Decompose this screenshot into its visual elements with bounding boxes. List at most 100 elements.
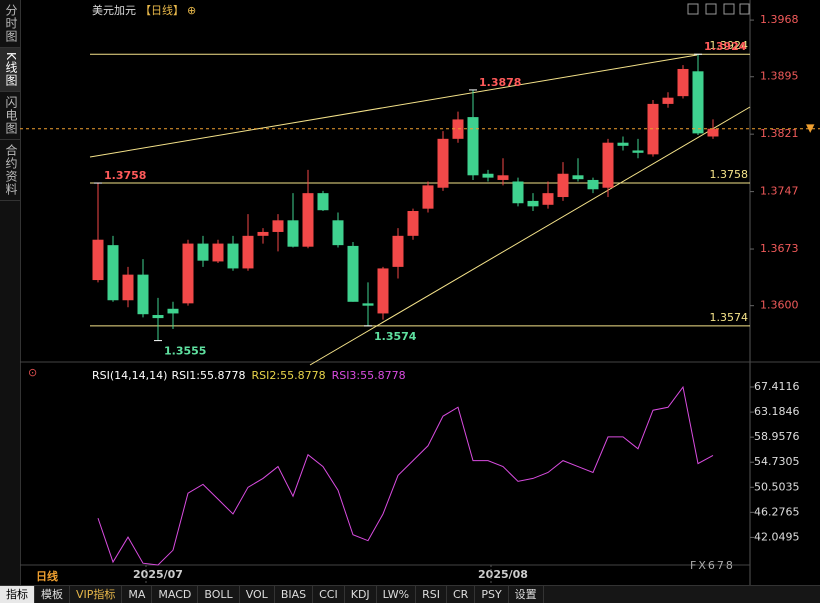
candle-body xyxy=(587,179,599,190)
toolbar-item[interactable]: RSI xyxy=(416,586,447,603)
period: 【日线】 xyxy=(140,3,184,17)
candle-body xyxy=(302,193,314,247)
trend-line xyxy=(89,54,698,158)
y-tick-label: 42.0495 xyxy=(754,530,800,543)
candle-body xyxy=(467,117,479,176)
level-label: 1.3574 xyxy=(710,311,749,324)
toolbar-item[interactable]: 设置 xyxy=(509,586,544,603)
candle-body xyxy=(692,71,704,134)
candle-body xyxy=(617,142,629,146)
last-price-marker: ▼ xyxy=(806,122,815,135)
toolbar-item[interactable]: BIAS xyxy=(275,586,314,603)
candle-body xyxy=(317,193,329,211)
toolbar-item[interactable]: 模板 xyxy=(35,586,70,603)
period-label[interactable]: 日线 xyxy=(36,569,58,583)
toolbar-item[interactable]: KDJ xyxy=(345,586,377,603)
candle-body xyxy=(167,308,179,314)
candle-body xyxy=(212,243,224,262)
toolbar-item[interactable]: BOLL xyxy=(198,586,240,603)
y-tick-label: 1.3673 xyxy=(760,242,799,255)
sidebar-tab[interactable]: 分时图 xyxy=(0,0,20,48)
add-icon[interactable]: ⊕ xyxy=(187,4,196,17)
candle-body xyxy=(557,173,569,198)
toolbar-item[interactable]: VOL xyxy=(240,586,275,603)
sidebar: 分时图 K线图 闪电图 合约资料 xyxy=(0,0,21,585)
trend-line xyxy=(309,106,751,366)
rsi-marker: ⊙ xyxy=(28,366,37,379)
y-tick-label: 63.1846 xyxy=(754,405,800,418)
candle-body xyxy=(407,210,419,236)
candle-body xyxy=(332,220,344,246)
y-tick-label: 1.3747 xyxy=(760,185,799,198)
candle-body xyxy=(257,231,269,236)
candle-body xyxy=(602,142,614,188)
candle-body xyxy=(632,150,644,153)
candle-body xyxy=(482,173,494,178)
sidebar-tab[interactable]: 合约资料 xyxy=(0,140,20,201)
watermark: FX678 xyxy=(690,559,735,572)
y-tick-label: 54.7305 xyxy=(754,455,800,468)
annotation: 1.3574 xyxy=(374,330,417,343)
toolbar-item[interactable]: CCI xyxy=(313,586,345,603)
legend-entry: RSI1:55.8778 xyxy=(171,369,245,382)
annotation: 1.3555 xyxy=(164,345,206,358)
toolbar-item[interactable]: MACD xyxy=(152,586,199,603)
annotation: 1.3924 xyxy=(704,40,747,53)
toolbar-item[interactable]: 指标 xyxy=(0,586,35,603)
chart-title: 美元加元 xyxy=(92,4,136,17)
y-tick-label: 1.3895 xyxy=(760,70,799,83)
legend-entry: RSI3:55.8778 xyxy=(332,369,406,382)
y-tick-label: 1.3968 xyxy=(760,13,799,26)
level-label: 1.3758 xyxy=(710,168,749,181)
y-tick-label: 1.3821 xyxy=(760,127,799,140)
sidebar-tab[interactable]: K线图 xyxy=(0,48,20,92)
candle-body xyxy=(542,193,554,205)
rsi-line xyxy=(97,385,714,566)
x-tick-label: 2025/08 xyxy=(478,568,528,581)
toolbar: 指标 模板 VIP指标 MA MACD BOLL VOL BIAS CCI KDJ LW% RSI CR… xyxy=(0,585,820,603)
candle-body xyxy=(662,97,674,104)
candle-body xyxy=(362,303,374,306)
annotation: 1.3878 xyxy=(479,76,521,89)
candle-body xyxy=(242,235,254,269)
x-tick-label: 2025/07 xyxy=(133,568,183,581)
y-tick-label: 67.4116 xyxy=(754,380,800,393)
toolbar-icons[interactable] xyxy=(687,3,750,15)
candle-body xyxy=(272,220,284,232)
candle-body xyxy=(392,235,404,267)
toolbar-item[interactable]: PSY xyxy=(475,586,509,603)
candle-body xyxy=(572,175,584,180)
candle-body xyxy=(377,268,389,314)
toolbar-item[interactable]: VIP指标 xyxy=(70,586,123,603)
legend-entry: RSI2:55.8778 xyxy=(252,369,326,382)
y-tick-label: 50.5035 xyxy=(754,480,800,493)
toolbar-item[interactable]: CR xyxy=(447,586,476,603)
level-label: 1.3924 xyxy=(710,39,749,52)
toolbar-item[interactable]: MA xyxy=(122,586,153,603)
candle-body xyxy=(227,243,239,269)
candle-body xyxy=(152,314,164,319)
candle-body xyxy=(347,245,359,302)
chart: ⊙ 美元加元 【日线】 ⊕ 日线 FX678 1.3968 1.3895 1.382… xyxy=(20,0,820,585)
y-tick-label: 58.9576 xyxy=(754,430,800,443)
candle-body xyxy=(122,274,134,301)
candle-body xyxy=(677,68,689,97)
candle-body xyxy=(497,175,509,180)
y-tick-label: 46.2765 xyxy=(754,505,800,518)
y-tick-label: 1.3600 xyxy=(760,299,799,312)
toolbar-item[interactable]: LW% xyxy=(377,586,417,603)
candle-body xyxy=(137,274,149,315)
candle-body xyxy=(287,220,299,247)
candle-body xyxy=(707,128,719,137)
candle-body xyxy=(422,185,434,209)
candle-body xyxy=(527,200,539,207)
sidebar-tab[interactable]: 闪电图 xyxy=(0,92,20,140)
candle-body xyxy=(92,239,104,281)
candle-body xyxy=(197,243,209,261)
candle-body xyxy=(512,181,524,204)
candle-body xyxy=(107,245,119,301)
annotation: 1.3758 xyxy=(104,169,146,182)
candle-body xyxy=(437,138,449,188)
legend-entry: RSI(14,14,14) xyxy=(92,369,167,382)
